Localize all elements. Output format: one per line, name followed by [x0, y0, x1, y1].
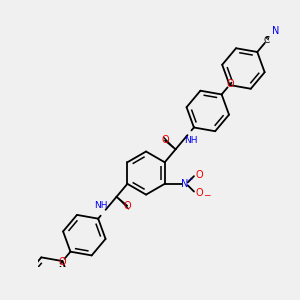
Text: O: O	[196, 169, 203, 180]
Text: N: N	[272, 26, 279, 35]
Text: −: −	[202, 190, 210, 199]
Text: NH: NH	[94, 201, 108, 210]
Text: N: N	[181, 179, 188, 189]
Text: O: O	[196, 188, 203, 198]
Text: O: O	[161, 135, 169, 146]
Text: C: C	[264, 36, 270, 45]
Text: +: +	[188, 178, 193, 182]
Text: O: O	[226, 80, 234, 89]
Text: NH: NH	[184, 136, 198, 145]
Text: O: O	[123, 201, 131, 211]
Text: O: O	[58, 257, 66, 267]
